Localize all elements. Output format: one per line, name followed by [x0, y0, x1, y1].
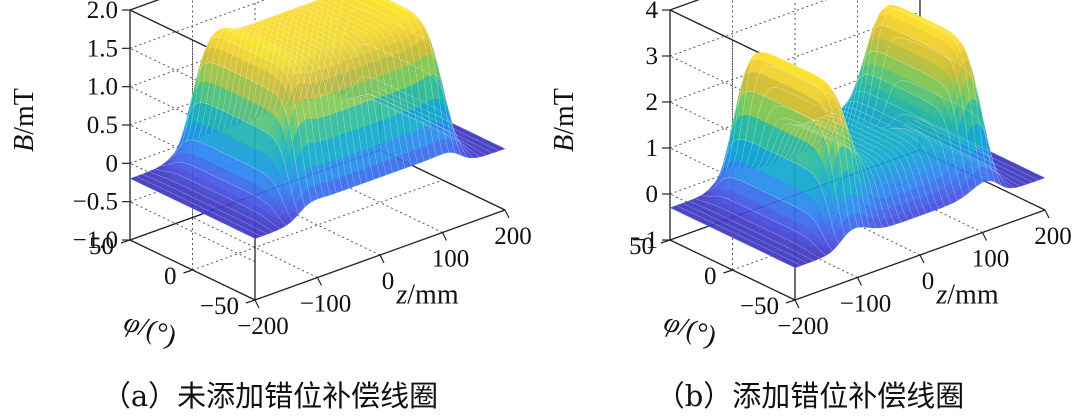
phi-tick-label: 0 [164, 263, 177, 290]
surface-cell [379, 0, 387, 2]
z-tick-label: 100 [432, 246, 470, 273]
surface-cell [362, 0, 366, 1]
b-axis-label-unit: /mT [9, 88, 40, 135]
z-tick-label: 200 [494, 223, 532, 250]
grid-line [192, 217, 318, 278]
surface-cell [354, 0, 361, 2]
chart-panel-b: 43210−1B/mT−200−1000100200z/mm500−50φ/(°… [549, 0, 1072, 413]
surface-cell [364, 0, 371, 3]
z-tick-label: −200 [237, 313, 289, 340]
z-axis-tick [441, 232, 448, 241]
z-axis-label-symbol: z [395, 280, 407, 311]
z-axis-label-unit: /mm [407, 280, 459, 311]
phi-axis: 50 0 −50 φ/(°) [89, 233, 256, 353]
z-tick-label: −100 [300, 291, 352, 318]
surface-cell [327, 0, 333, 1]
phi-axis-tick [245, 299, 256, 304]
z-axis-tick [254, 299, 260, 309]
grid-line [192, 179, 443, 271]
phi-tick-label: 50 [89, 233, 114, 260]
phi-axis-label-unit: /(°) [135, 311, 180, 352]
z-axis: −200 −100 0 100 200 z/mm [237, 209, 532, 340]
b-tick-label: 1.5 [87, 35, 118, 62]
surface-cell [373, 0, 381, 3]
panel-caption: （a）未添加错位补偿线圈 [102, 379, 438, 413]
surface-cell [340, 0, 345, 1]
surface-cell [333, 0, 339, 1]
b-tick-label: 0 [106, 150, 119, 177]
b-axis-label-symbol: B [9, 135, 40, 152]
grid-line [129, 124, 256, 186]
surface-cell [371, 0, 376, 2]
z-axis-tick [379, 254, 385, 264]
phi-tick-label: −50 [200, 293, 239, 320]
surface-mesh [129, 0, 506, 239]
surface-mesh [669, 4, 1046, 269]
b-tick-label: 1.0 [87, 74, 118, 101]
z-axis-tick [504, 209, 510, 219]
grid-line [129, 201, 256, 263]
b-axis: 2.01.51.00.50−0.5−1.0B/mT [9, 0, 130, 254]
b-tick-label: −0.5 [73, 189, 118, 216]
grid-line [129, 86, 256, 148]
phi-axis-tick [183, 269, 193, 274]
b-tick-label: 2.0 [87, 0, 118, 24]
grid-line [129, 47, 256, 109]
z-axis-tick [316, 277, 323, 286]
z-tick-label: 0 [382, 268, 395, 295]
surface-cell [319, 0, 327, 2]
b-tick-label: 0.5 [87, 112, 118, 139]
surface-cell [348, 0, 356, 3]
phi-axis-label: φ/(°) [120, 307, 180, 353]
z-axis-label: z/mm [395, 280, 458, 311]
chart-panel-a: 2.01.51.00.50−0.5−1.0B/mT−200−1000100200… [9, 0, 532, 413]
b-axis-label: B/mT [9, 88, 40, 152]
